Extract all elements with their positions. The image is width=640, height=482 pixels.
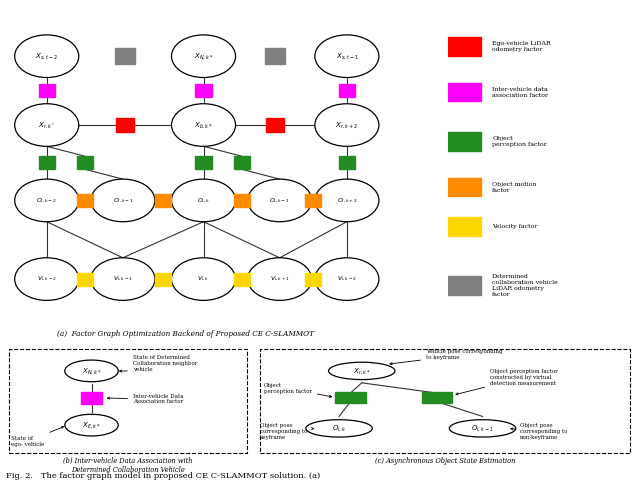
Text: $O_{i,k}$: $O_{i,k}$ [332, 423, 346, 433]
Text: Ego-vehicle LiDAR
odometry factor: Ego-vehicle LiDAR odometry factor [492, 41, 551, 52]
Bar [234, 272, 250, 286]
Ellipse shape [172, 258, 236, 300]
Bar [446, 178, 481, 197]
Text: $X_{N,k*}$: $X_{N,k*}$ [82, 366, 101, 376]
Bar [266, 48, 285, 65]
Text: $X_{r,k+2}$: $X_{r,k+2}$ [335, 120, 358, 130]
Bar [266, 118, 284, 132]
Ellipse shape [328, 362, 395, 380]
Bar [422, 392, 452, 403]
Ellipse shape [91, 258, 155, 300]
Ellipse shape [248, 258, 312, 300]
Bar [339, 84, 355, 97]
Text: (b) Inter-vehicle Data Association with
Determined Collaboration Vehicle: (b) Inter-vehicle Data Association with … [63, 456, 193, 474]
Bar [77, 272, 93, 286]
Text: $O_{i,k-2}$: $O_{i,k-2}$ [36, 196, 57, 204]
Text: (c) Asynchronous Object State Estimation: (c) Asynchronous Object State Estimation [374, 456, 515, 465]
Bar [38, 156, 55, 169]
Text: $O_{i,k}$: $O_{i,k}$ [197, 196, 210, 204]
Ellipse shape [315, 258, 379, 300]
Text: (a)  Factor Graph Optimization Backend of Proposed CE C-SLAMMOT: (a) Factor Graph Optimization Backend of… [57, 330, 314, 338]
Bar [77, 194, 93, 207]
Text: $X_{r,k*}$: $X_{r,k*}$ [353, 366, 371, 376]
Text: Inter-vehicle data
association factor: Inter-vehicle data association factor [492, 87, 548, 98]
Ellipse shape [91, 179, 155, 222]
Text: Object
perception factor: Object perception factor [492, 136, 547, 147]
Bar [116, 118, 134, 132]
Text: $O_{i,k-1}$: $O_{i,k-1}$ [471, 423, 494, 433]
Text: Object pose
corresponding to
non-keyframe: Object pose corresponding to non-keyfram… [511, 423, 568, 440]
Text: Inter-vehicle Data
Association factor: Inter-vehicle Data Association factor [108, 394, 184, 404]
Ellipse shape [15, 104, 79, 147]
Bar [446, 217, 481, 236]
Bar [446, 83, 481, 101]
Bar [446, 277, 481, 295]
Text: $X_{b,k*}$: $X_{b,k*}$ [194, 120, 213, 130]
Ellipse shape [315, 35, 379, 78]
Text: Object pose
corresponding to
keyframe: Object pose corresponding to keyframe [260, 423, 314, 440]
Bar [339, 156, 355, 169]
Ellipse shape [449, 420, 516, 437]
Ellipse shape [315, 104, 379, 147]
Bar [195, 156, 212, 169]
Text: $V_{i,k-2}$: $V_{i,k-2}$ [36, 275, 57, 283]
Text: $X_{r,k^*}$: $X_{r,k^*}$ [38, 120, 55, 130]
Bar [234, 156, 250, 169]
Ellipse shape [65, 414, 118, 436]
Text: State of
ego- vehicle: State of ego- vehicle [12, 427, 64, 447]
Bar [195, 84, 212, 97]
Text: $X_{N,k*}$: $X_{N,k*}$ [194, 51, 213, 61]
Ellipse shape [172, 104, 236, 147]
Ellipse shape [315, 179, 379, 222]
Bar [155, 194, 172, 207]
Text: $O_{i,k-1}$: $O_{i,k-1}$ [269, 196, 290, 204]
Bar [305, 194, 321, 207]
Bar [335, 392, 365, 403]
Text: Fig. 2.   The factor graph model in proposed CE C-SLAMMOT solution. (a): Fig. 2. The factor graph model in propos… [6, 471, 321, 480]
Text: State of Determined
Collaboration neighbor
vehicle: State of Determined Collaboration neighb… [120, 355, 197, 372]
Text: $O_{i,k-1}$: $O_{i,k-1}$ [113, 196, 133, 204]
Text: $X_{s,t-2}$: $X_{s,t-2}$ [35, 51, 58, 61]
Bar [81, 392, 102, 404]
Ellipse shape [15, 258, 79, 300]
Text: $X_{E,k*}$: $X_{E,k*}$ [82, 420, 101, 430]
Text: Object perception factor
constructed by virtual
detection measurement: Object perception factor constructed by … [456, 369, 558, 395]
Text: $O_{i,k+2}$: $O_{i,k+2}$ [337, 196, 357, 204]
Bar [155, 272, 172, 286]
Bar [234, 194, 250, 207]
Text: Determined
collaboration vehicle
LiDAR odometry
factor: Determined collaboration vehicle LiDAR o… [492, 274, 558, 297]
Ellipse shape [306, 420, 372, 437]
Ellipse shape [15, 179, 79, 222]
Text: Vehicle pose corresponding
to keyframe: Vehicle pose corresponding to keyframe [390, 349, 502, 365]
Text: $V_{i,k}$: $V_{i,k}$ [197, 275, 210, 283]
Text: Object motion
factor: Object motion factor [492, 182, 536, 193]
Bar [77, 156, 93, 169]
Bar [305, 272, 321, 286]
Text: $V_{i,k-1}$: $V_{i,k-1}$ [113, 275, 133, 283]
Bar [115, 48, 135, 65]
Text: $V_{i,k-2}$: $V_{i,k-2}$ [337, 275, 357, 283]
Bar [446, 37, 481, 55]
Ellipse shape [15, 35, 79, 78]
Text: Object
perception factor: Object perception factor [264, 383, 332, 398]
Text: $X_{s,t-1}$: $X_{s,t-1}$ [335, 51, 358, 61]
Ellipse shape [248, 179, 312, 222]
Bar [38, 84, 55, 97]
Bar [446, 132, 481, 150]
Ellipse shape [65, 360, 118, 382]
Text: $V_{i,k+1}$: $V_{i,k+1}$ [269, 275, 290, 283]
Ellipse shape [172, 35, 236, 78]
Ellipse shape [172, 179, 236, 222]
Text: Velocity factor: Velocity factor [492, 224, 538, 229]
